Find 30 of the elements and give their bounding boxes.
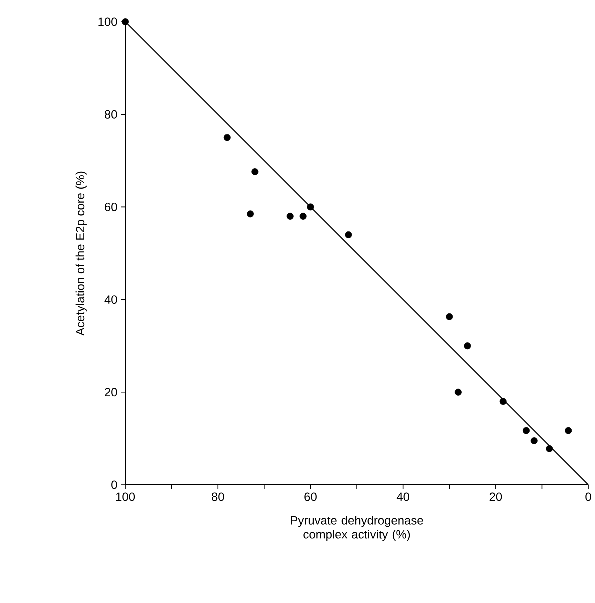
y-tick-label: 40 bbox=[104, 296, 118, 304]
x-tick-label: 20 bbox=[490, 492, 502, 502]
point bbox=[446, 313, 454, 320]
y-tick-label: 20 bbox=[104, 388, 118, 397]
x-tick-label: 40 bbox=[396, 492, 410, 502]
point bbox=[565, 427, 572, 434]
point bbox=[530, 438, 538, 444]
x-tick-label: 60 bbox=[304, 492, 317, 502]
point bbox=[546, 445, 554, 452]
x-tick-label: 0 bbox=[586, 492, 592, 502]
point bbox=[122, 18, 129, 26]
point bbox=[252, 168, 259, 176]
point bbox=[286, 212, 294, 220]
point bbox=[522, 427, 530, 434]
point bbox=[345, 231, 352, 238]
point bbox=[464, 342, 472, 350]
point bbox=[307, 204, 314, 211]
point bbox=[500, 398, 507, 406]
x-axis-title: Pyruvate dehydrogenase complex activity (%) bbox=[291, 516, 424, 542]
point bbox=[224, 134, 231, 142]
point bbox=[246, 210, 254, 218]
point bbox=[454, 388, 462, 396]
x-tick-label: 100 bbox=[116, 492, 135, 502]
point bbox=[300, 212, 307, 220]
x-tick-label: 80 bbox=[212, 492, 224, 502]
y-tick-label: 80 bbox=[104, 110, 118, 119]
y-axis-title: Acetylation of the E2p core (%) bbox=[76, 172, 87, 336]
y-tick-label: 0 bbox=[112, 480, 118, 490]
y-tick-label: 60 bbox=[104, 202, 118, 212]
y-tick-label: 100 bbox=[98, 18, 118, 26]
